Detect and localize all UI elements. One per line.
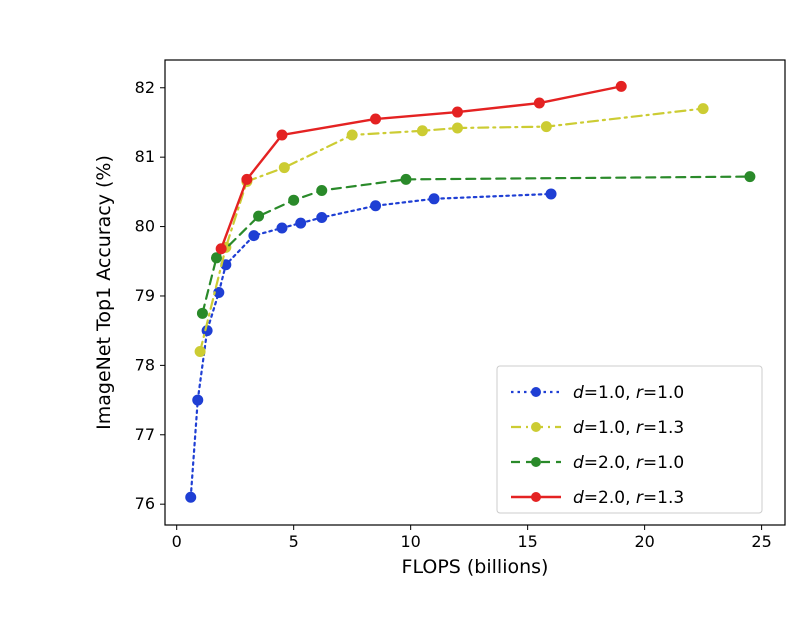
y-axis-label: ImageNet Top1 Accuracy (%) bbox=[93, 155, 115, 430]
series-marker-3 bbox=[616, 81, 626, 91]
legend-marker-3 bbox=[531, 492, 541, 502]
series-marker-0 bbox=[249, 231, 259, 241]
x-tick-label: 25 bbox=[751, 532, 771, 551]
legend-label-3: d=2.0, r=1.3 bbox=[573, 488, 684, 508]
series-marker-1 bbox=[452, 123, 462, 133]
series-marker-1 bbox=[195, 346, 205, 356]
y-tick-label: 82 bbox=[135, 78, 155, 97]
series-marker-3 bbox=[242, 174, 252, 184]
y-tick-label: 80 bbox=[135, 217, 155, 236]
series-marker-2 bbox=[317, 185, 327, 195]
y-tick-label: 76 bbox=[135, 494, 155, 513]
series-marker-1 bbox=[698, 104, 708, 114]
legend-marker-1 bbox=[531, 422, 541, 432]
x-axis-label: FLOPS (billions) bbox=[402, 556, 549, 578]
series-marker-1 bbox=[347, 130, 357, 140]
series-marker-2 bbox=[289, 195, 299, 205]
series-marker-0 bbox=[186, 492, 196, 502]
series-marker-2 bbox=[745, 172, 755, 182]
series-marker-3 bbox=[534, 98, 544, 108]
series-marker-2 bbox=[254, 211, 264, 221]
legend-marker-2 bbox=[531, 457, 541, 467]
x-tick-label: 0 bbox=[172, 532, 182, 551]
series-marker-2 bbox=[197, 308, 207, 318]
y-tick-label: 81 bbox=[135, 147, 155, 166]
series-marker-2 bbox=[401, 174, 411, 184]
x-tick-label: 5 bbox=[289, 532, 299, 551]
legend-label-2: d=2.0, r=1.0 bbox=[573, 453, 684, 473]
series-marker-3 bbox=[216, 244, 226, 254]
series-marker-1 bbox=[417, 126, 427, 136]
accuracy-vs-flops-chart: 051015202576777879808182FLOPS (billions)… bbox=[50, 30, 760, 550]
series-marker-2 bbox=[211, 253, 221, 263]
y-tick-label: 78 bbox=[135, 355, 155, 374]
series-marker-0 bbox=[429, 194, 439, 204]
series-marker-3 bbox=[371, 114, 381, 124]
series-marker-0 bbox=[277, 223, 287, 233]
series-marker-0 bbox=[193, 395, 203, 405]
series-marker-0 bbox=[546, 189, 556, 199]
series-marker-0 bbox=[296, 218, 306, 228]
series-marker-1 bbox=[279, 163, 289, 173]
y-tick-label: 77 bbox=[135, 425, 155, 444]
legend-label-0: d=1.0, r=1.0 bbox=[573, 383, 684, 403]
y-tick-label: 79 bbox=[135, 286, 155, 305]
series-marker-3 bbox=[452, 107, 462, 117]
x-tick-label: 20 bbox=[634, 532, 654, 551]
x-tick-label: 15 bbox=[517, 532, 537, 551]
series-marker-3 bbox=[277, 130, 287, 140]
legend-label-1: d=1.0, r=1.3 bbox=[573, 418, 684, 438]
series-marker-1 bbox=[541, 122, 551, 132]
series-marker-0 bbox=[317, 213, 327, 223]
series-marker-0 bbox=[371, 201, 381, 211]
legend-marker-0 bbox=[531, 387, 541, 397]
x-tick-label: 10 bbox=[400, 532, 420, 551]
